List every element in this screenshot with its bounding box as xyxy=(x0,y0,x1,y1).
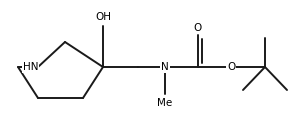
Text: O: O xyxy=(227,62,235,72)
Text: HN: HN xyxy=(23,62,38,72)
Text: Me: Me xyxy=(157,98,173,108)
Text: O: O xyxy=(194,23,202,33)
Text: OH: OH xyxy=(95,12,111,22)
Text: N: N xyxy=(161,62,169,72)
